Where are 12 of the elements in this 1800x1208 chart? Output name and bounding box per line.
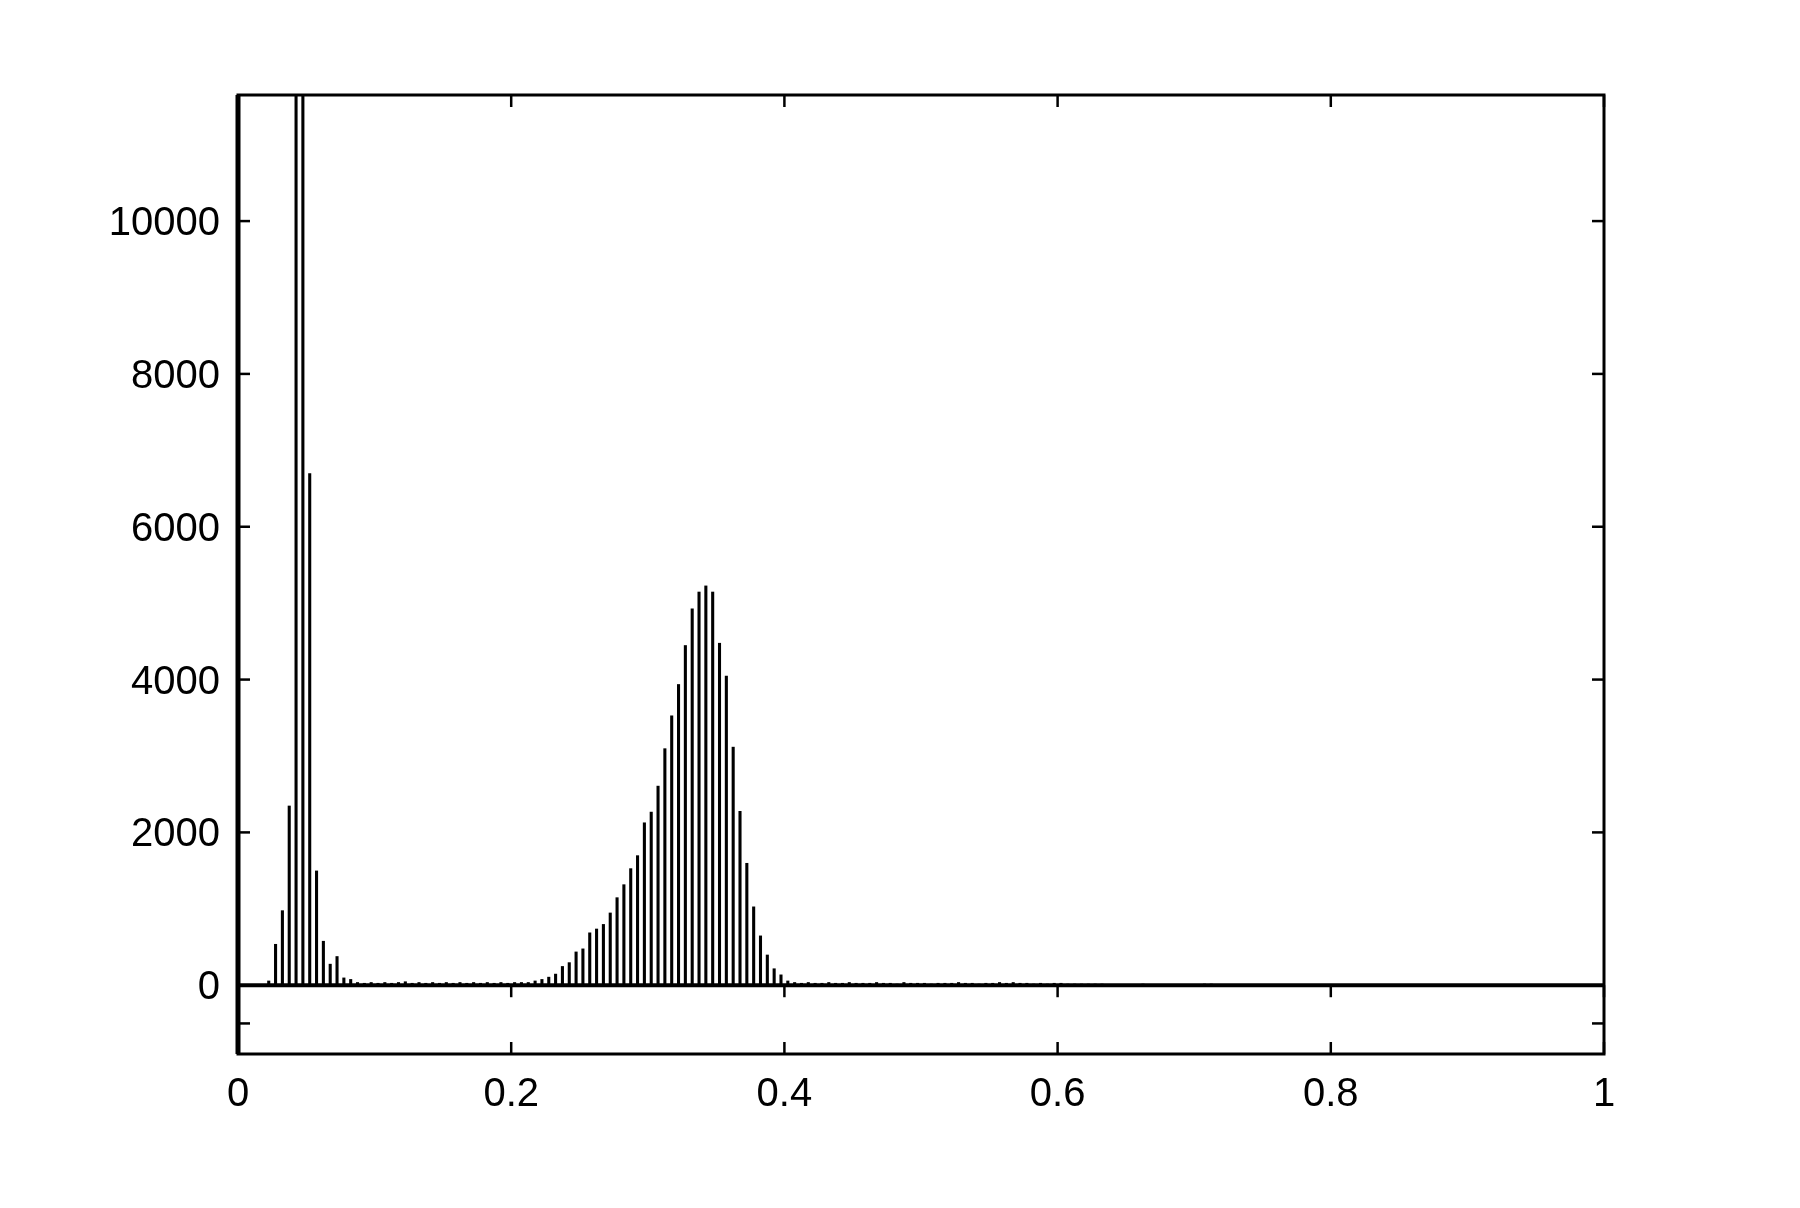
x-tick-label: 1 (1592, 1070, 1616, 1114)
y-tick-label: 6000 (131, 504, 220, 549)
y-tick-label: 2000 (131, 810, 220, 855)
x-tick-label: 0.8 (1303, 1070, 1359, 1114)
x-tick-label: 0.6 (1029, 1070, 1086, 1114)
y-tick-label: 8000 (131, 351, 220, 396)
y-tick-label: 4000 (131, 657, 220, 702)
y-tick-label: 10000 (108, 199, 220, 244)
x-tick-label: 0 (226, 1070, 250, 1114)
x-tick-label: 0.2 (483, 1070, 539, 1114)
x-tick-label: 0.4 (756, 1070, 813, 1114)
y-tick-label: 0 (197, 963, 220, 1008)
